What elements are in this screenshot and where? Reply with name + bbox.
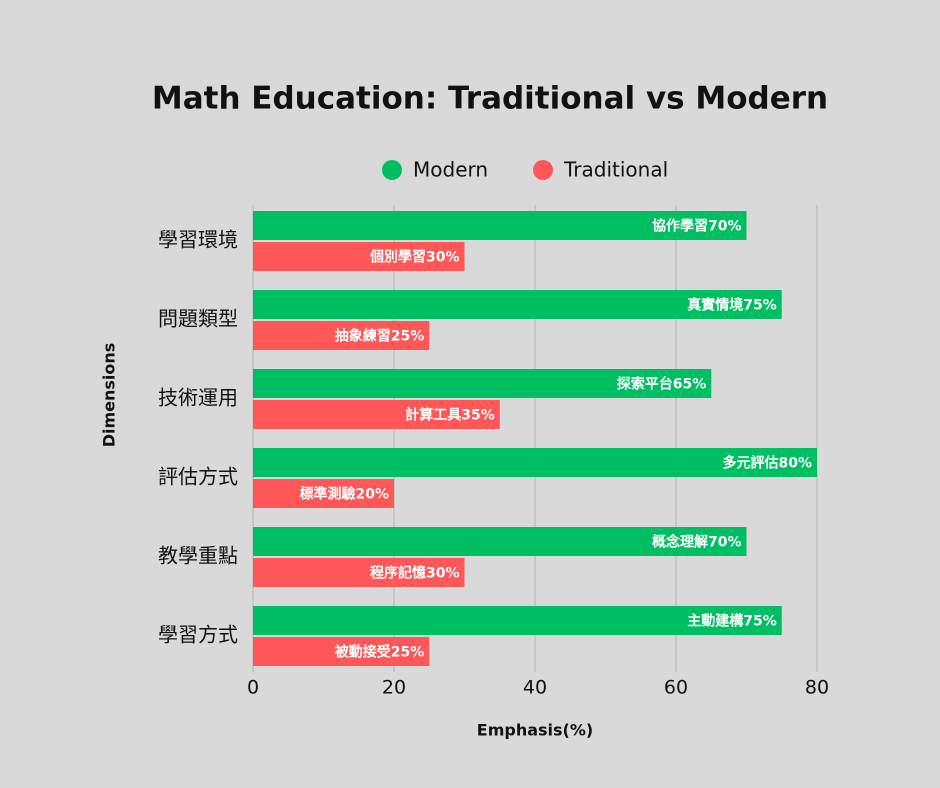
bar <box>253 448 817 477</box>
value-label: 個別學習30% <box>369 249 460 266</box>
value-label: 概念理解70% <box>652 534 742 551</box>
value-label: 抽象練習25% <box>335 328 425 345</box>
bar <box>253 558 465 587</box>
bar <box>253 637 430 666</box>
legend-label: Traditional <box>563 158 668 182</box>
bar <box>253 400 500 429</box>
y-axis-label: Dimensions <box>100 343 119 448</box>
value-label: 多元評估80% <box>722 455 812 472</box>
bar <box>253 211 747 240</box>
value-label: 標準測驗20% <box>299 486 389 503</box>
y-tick-label: 學習環境 <box>158 228 238 252</box>
value-label: 主動建構75% <box>687 613 777 630</box>
value-label: 探索平台65% <box>617 376 707 393</box>
x-tick-label: 20 <box>382 677 406 699</box>
y-tick-label: 技術運用 <box>158 386 238 410</box>
bar <box>253 369 712 398</box>
y-tick-label: 評估方式 <box>158 465 238 489</box>
bar <box>253 527 747 556</box>
bar <box>253 290 782 319</box>
bar <box>253 606 782 635</box>
legend-marker <box>533 160 553 180</box>
y-tick-label: 問題類型 <box>158 307 238 331</box>
y-tick-label: 學習方式 <box>158 623 238 647</box>
chart-title: Math Education: Traditional vs Modern <box>152 81 828 117</box>
bar <box>253 321 430 350</box>
bar <box>253 479 394 508</box>
bar <box>253 242 465 271</box>
value-label: 協作學習70% <box>652 218 742 235</box>
x-axis-label: Emphasis(%) <box>477 721 593 740</box>
value-label: 真實情境75% <box>687 297 777 314</box>
value-label: 程序記憶30% <box>370 565 460 582</box>
value-label: 計算工具35% <box>405 407 495 424</box>
legend-label: Modern <box>413 158 488 182</box>
value-label: 被動接受25% <box>335 644 425 661</box>
x-tick-label: 40 <box>523 677 547 699</box>
legend-marker <box>382 160 402 180</box>
x-tick-label: 0 <box>247 677 259 699</box>
x-tick-label: 60 <box>664 677 688 699</box>
x-tick-label: 80 <box>805 677 829 699</box>
y-tick-label: 教學重點 <box>158 544 238 568</box>
